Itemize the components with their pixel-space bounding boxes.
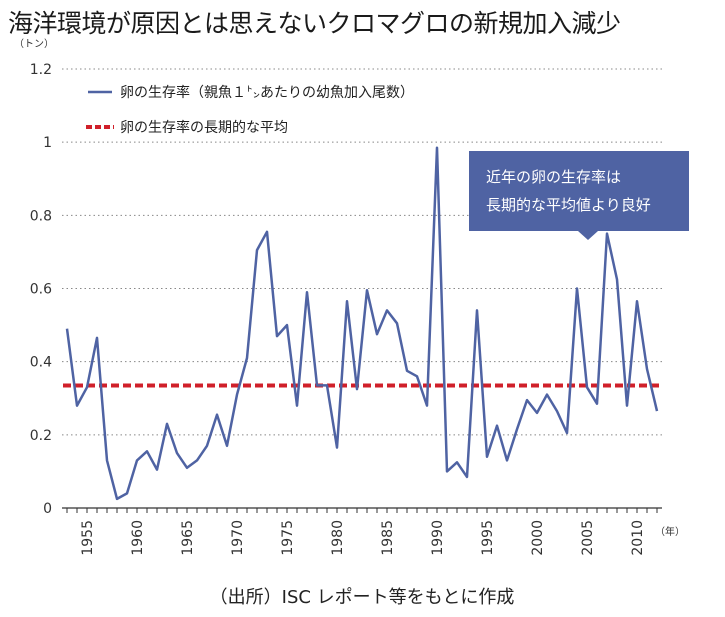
- x-tick-label: 1990: [430, 520, 446, 556]
- x-axis-unit: （年）: [655, 525, 685, 538]
- y-axis-unit: （トン）: [14, 38, 54, 50]
- x-tick-label: 1995: [480, 520, 496, 556]
- callout-pointer: [578, 231, 598, 240]
- x-tick-label: 2000: [530, 520, 546, 556]
- x-tick-label: 1970: [230, 520, 246, 556]
- y-tick-label: 1.2: [30, 62, 52, 78]
- y-tick-label: 0: [43, 501, 52, 517]
- y-tick-label: 0.6: [30, 282, 52, 298]
- legend-label-survival-rate: 卵の生存率（親魚１㌧あたりの幼魚加入尾数）: [120, 84, 414, 101]
- callout-text-line-2: 長期的な平均値より良好: [486, 196, 651, 214]
- x-tick-label: 2010: [630, 520, 646, 556]
- x-tick-label: 1975: [280, 520, 296, 556]
- callout-box: [469, 151, 689, 231]
- y-tick-label: 0.4: [30, 355, 52, 371]
- legend: 卵の生存率（親魚１㌧あたりの幼魚加入尾数） 卵の生存率の長期的な平均: [86, 84, 414, 136]
- y-tick-label: 1: [43, 135, 52, 151]
- y-tick-labels: 0 0.2 0.4 0.6 0.8 1 1.2: [30, 62, 52, 517]
- series-line-survival-rate: [65, 146, 659, 501]
- x-tick-label: 1960: [130, 520, 146, 556]
- annotation-callout: 近年の卵の生存率は 長期的な平均値より良好: [469, 151, 689, 240]
- chart-title: 海洋環境が原因とは思えないクロマグロの新規加入減少: [8, 9, 621, 38]
- y-tick-label: 0.8: [30, 208, 52, 224]
- callout-text-line-1: 近年の卵の生存率は: [486, 168, 621, 186]
- source-note: （出所）ISC レポート等をもとに作成: [210, 587, 515, 608]
- x-tick-labels: 1955 1960 1965 1970 1975 1980 1985 1990 1995 2000…: [80, 520, 646, 556]
- x-tick-label: 2005: [580, 520, 596, 556]
- legend-label-long-term-average: 卵の生存率の長期的な平均: [120, 119, 288, 136]
- x-tick-label: 1980: [330, 520, 346, 556]
- y-tick-label: 0.2: [30, 428, 52, 444]
- x-tick-label: 1965: [180, 520, 196, 556]
- axes: [62, 507, 662, 513]
- series-layer: [63, 146, 661, 501]
- x-tick-label: 1985: [380, 520, 396, 556]
- x-tick-label: 1955: [80, 520, 96, 556]
